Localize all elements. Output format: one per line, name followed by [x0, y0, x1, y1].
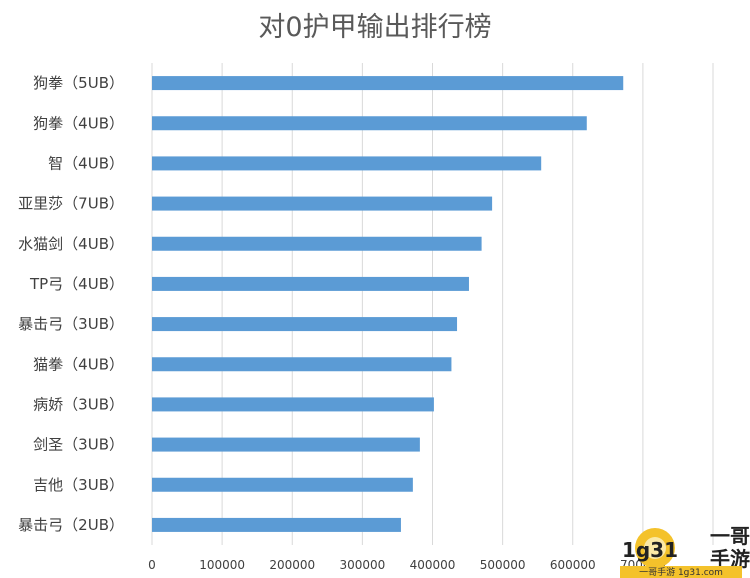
category-label: 病娇（3UB） [33, 395, 124, 413]
bar [152, 357, 452, 372]
url-text: 一哥手游 1g31.com [639, 566, 723, 578]
category-label: 暴击弓（3UB） [18, 315, 124, 333]
bar [152, 276, 469, 291]
bar [152, 517, 401, 532]
tick-labels: 0 100000 200000 300000 400000 500000 600000 700… [148, 558, 666, 572]
category-labels: 狗拳（5UB） 狗拳（4UB） 智（4UB） 亚里莎（7UB） 水猫剑（4UB） TP弓（… [18, 74, 124, 534]
x-tick-label: 300000 [339, 558, 385, 572]
x-tick-label: 600000 [550, 558, 596, 572]
bar [152, 76, 624, 91]
bar [152, 116, 587, 131]
category-label: 剑圣（3UB） [33, 436, 124, 454]
x-tick-label: 200000 [269, 558, 315, 572]
bar [152, 236, 482, 251]
bar [152, 156, 542, 171]
bar [152, 437, 420, 452]
watermark-logo: 1g31 一哥 手游 一哥手游 1g31.com [620, 524, 750, 578]
bar [152, 196, 493, 211]
category-label: 暴击弓（2UB） [18, 516, 124, 534]
x-tick-label: 400000 [410, 558, 456, 572]
category-label: 智（4UB） [48, 154, 124, 172]
brand-line1: 一哥 [710, 524, 750, 548]
x-tick-label: 100000 [199, 558, 245, 572]
x-tick-label: 0 [148, 558, 156, 572]
category-label: 亚里莎（7UB） [18, 195, 124, 213]
gridlines [151, 63, 714, 545]
bars [152, 76, 624, 532]
chart-title: 对0护甲输出排行榜 [258, 12, 491, 43]
category-label: 狗拳（5UB） [33, 74, 124, 92]
logo-face-icon [644, 537, 666, 559]
category-label: TP弓（4UB） [29, 275, 124, 293]
category-label: 水猫剑（4UB） [18, 235, 124, 253]
bar [152, 317, 458, 332]
bar [152, 477, 413, 492]
bar [152, 397, 434, 412]
category-label: 吉他（3UB） [33, 476, 124, 494]
logo-text: 1g31 [622, 538, 678, 562]
x-tick-label: 500000 [480, 558, 526, 572]
category-label: 狗拳（4UB） [33, 114, 124, 132]
category-label: 猫拳（4UB） [33, 355, 124, 373]
url-bar [620, 566, 742, 578]
